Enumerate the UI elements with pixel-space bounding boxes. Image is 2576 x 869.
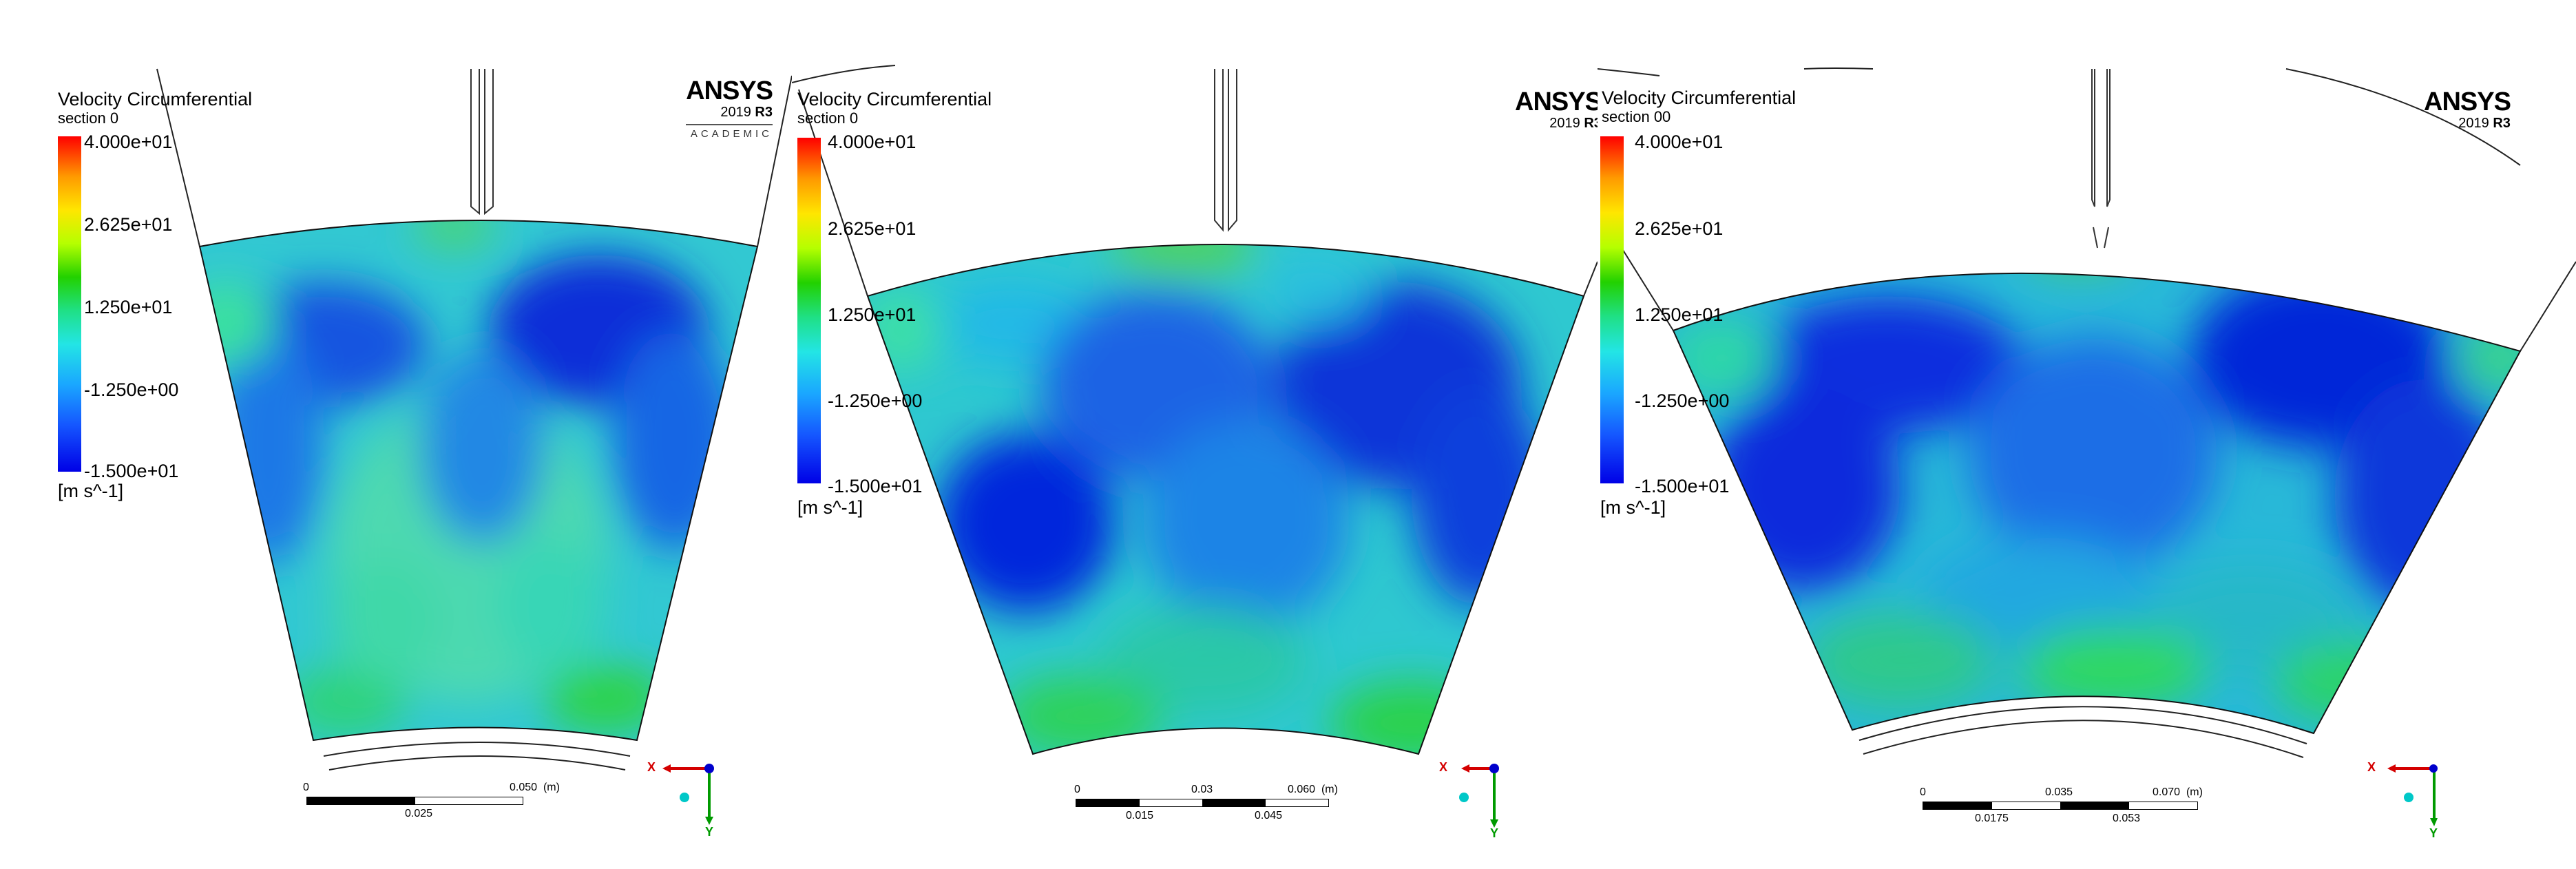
contour-panel-2: Velocity Circumferential section 0 4.000… [792,0,1598,869]
logo-version: 2019 R3 [2458,116,2511,131]
axis-x-label: X [2367,760,2376,774]
contour-plot-2 [792,65,1598,755]
ansys-logo: ANSYS 2019 R3 ACADEMIC [686,77,773,140]
axis-y-label: Y [2429,826,2438,840]
scale-quarter-label: 0.0175 [1975,813,2009,824]
colorbar-tick-label: -1.500e+01 [828,476,923,496]
colorbar-tick-label: 2.625e+01 [84,214,173,235]
colorbar [58,136,81,472]
colorbar-tick-label: 1.250e+01 [1635,304,1724,325]
axis-x-label: X [647,760,656,774]
logo-version: 2019 R3 [1549,116,1598,131]
logo-brand: ANSYS [2424,87,2511,116]
scale-mid-label: 0.025 [405,808,433,819]
contour-plot-3 [1598,67,2576,758]
legend-unit: [m s^-1] [1600,497,1666,518]
logo-brand: ANSYS [1515,87,1598,116]
colorbar-tick-label: 4.000e+01 [84,132,173,152]
scale-bar: 0 0.03 0.060 (m) 0.015 0.045 [1074,784,1350,825]
colorbar-tick-label: 4.000e+01 [1635,132,1724,152]
legend-title: Velocity Circumferential [797,89,992,109]
legend-title: Velocity Circumferential [1602,87,1797,108]
scale-end-label: 0.050 (m) [510,782,560,793]
colorbar-tick-label: 2.625e+01 [1635,218,1724,239]
logo-version: 2019 R3 [720,105,773,120]
colorbar-tick-label: -1.250e+00 [1635,390,1730,411]
colorbar-tick-label: 4.000e+01 [828,132,917,152]
axis-triad: X Y [1439,757,1536,840]
ansys-logo: ANSYS 2019 R3 [1515,88,1598,131]
scale-mid-label: 0.035 [2045,786,2073,798]
legend-subtitle: section 00 [1602,108,1671,125]
contour-plot-1 [156,68,792,771]
scale-three-quarter-label: 0.053 [2113,813,2141,824]
scale-zero-label: 0 [303,782,309,793]
legend-title: Velocity Circumferential [58,89,253,109]
contour-panel-1: Velocity Circumferential section 0 4.000… [0,0,792,869]
scale-mid-label: 0.03 [1191,784,1213,795]
legend-unit: [m s^-1] [58,481,124,501]
colorbar-tick-label: 1.250e+01 [84,297,173,317]
axis-triad: X Y [2355,757,2438,840]
colorbar [797,138,821,483]
contour-panel-3: Velocity Circumferential section 00 4.00… [1598,0,2576,869]
scale-bar: 0 0.035 0.070 (m) 0.0175 0.053 [1920,786,2223,828]
colorbar-tick-label: -1.250e+00 [828,390,923,411]
scale-bar: 0 0.050 (m) 0.025 [303,782,565,823]
scale-zero-label: 0 [1920,786,1926,798]
colorbar-tick-label: -1.500e+01 [84,461,179,481]
colorbar-tick-label: 2.625e+01 [828,218,917,239]
logo-brand: ANSYS [686,76,773,105]
colorbar-tick-label: -1.500e+01 [1635,476,1730,496]
legend-subtitle: section 0 [58,109,119,127]
scale-end-label: 0.060 (m) [1288,784,1338,795]
axis-y-label: Y [705,825,714,839]
scale-quarter-label: 0.015 [1126,810,1154,821]
axis-x-label: X [1439,760,1448,774]
colorbar [1600,136,1624,483]
axis-y-label: Y [1490,826,1499,840]
scale-zero-label: 0 [1074,784,1080,795]
ansys-logo: ANSYS 2019 R3 [2424,88,2511,131]
colorbar-tick-label: 1.250e+01 [828,304,917,325]
legend-subtitle: section 0 [797,109,859,127]
logo-edition: ACADEMIC [686,124,773,140]
legend-unit: [m s^-1] [797,497,863,518]
axis-triad: X Y [647,757,730,840]
scale-end-label: 0.070 (m) [2153,786,2203,798]
scale-three-quarter-label: 0.045 [1255,810,1283,821]
colorbar-tick-label: -1.250e+00 [84,379,179,400]
